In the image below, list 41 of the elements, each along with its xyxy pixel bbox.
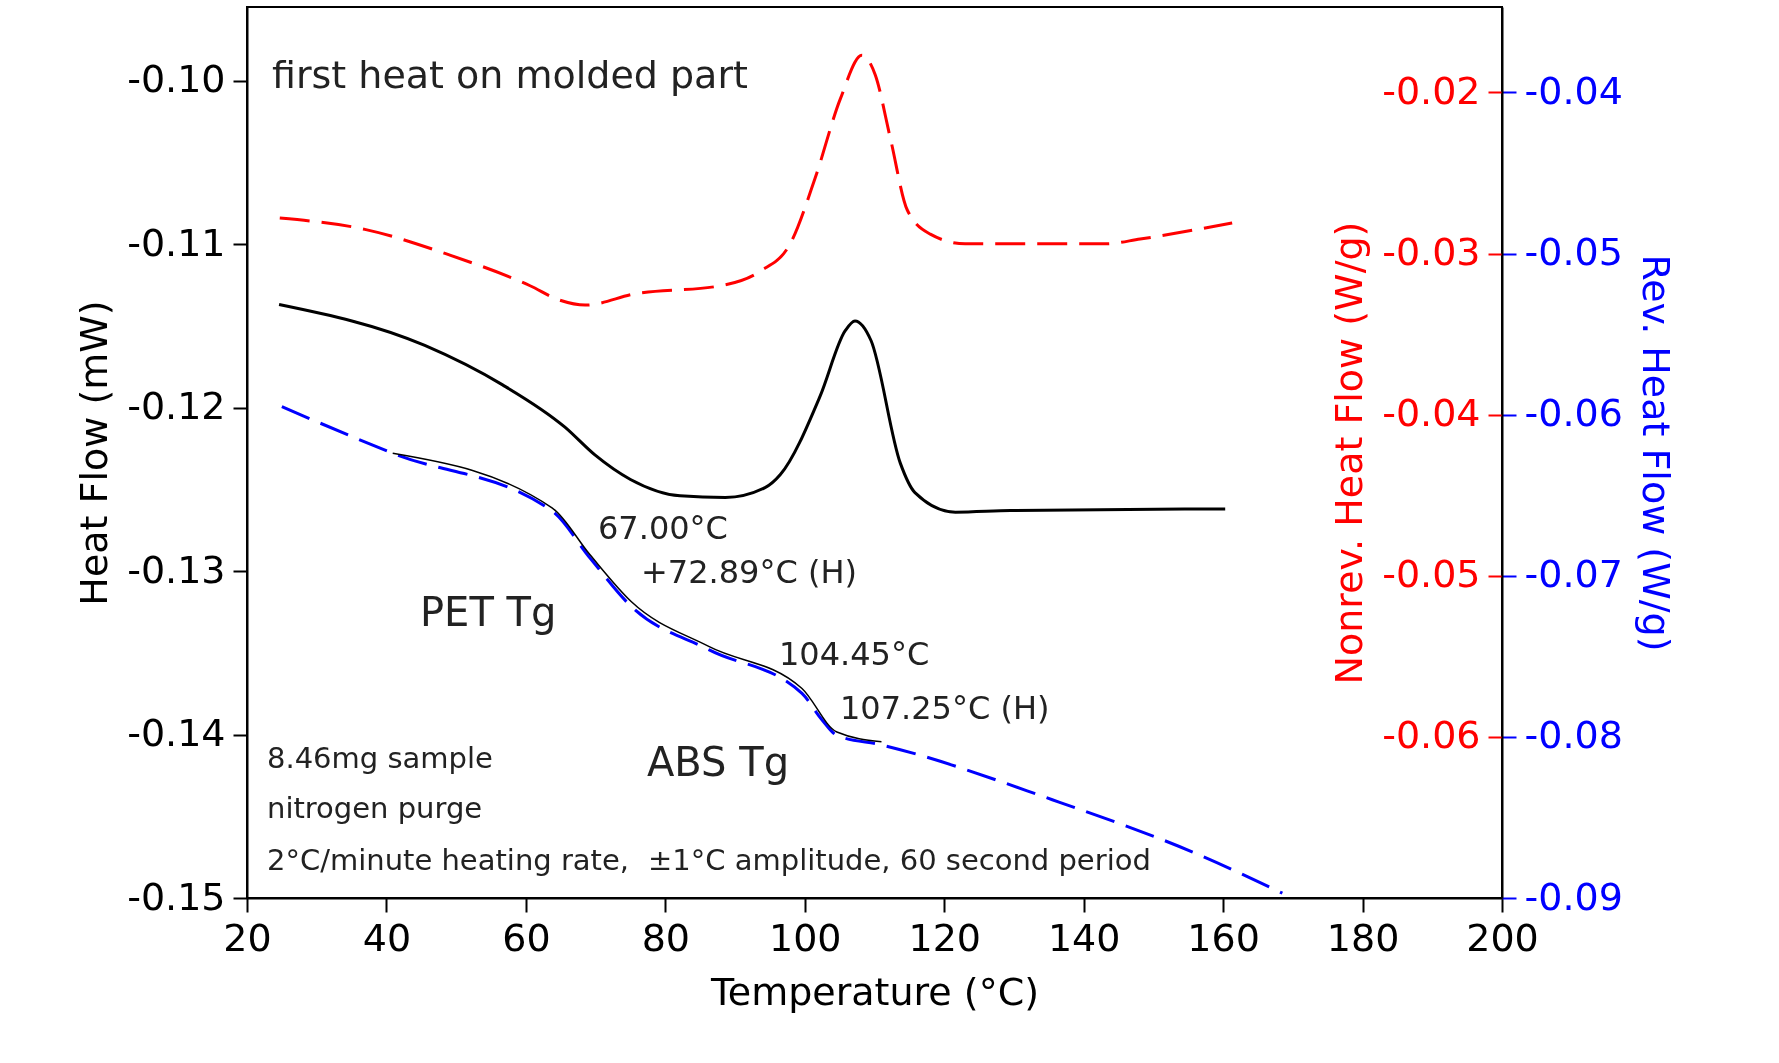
y3-tick-label: -0.06 bbox=[1524, 391, 1623, 436]
x-tick-label: 60 bbox=[502, 915, 551, 960]
x-tick-label: 120 bbox=[908, 915, 981, 960]
y2-tick-label: -0.03 bbox=[1382, 230, 1481, 275]
annotation: +72.89°C (H) bbox=[641, 553, 857, 591]
y3-axis-title: Rev. Heat Flow (W/g) bbox=[1633, 254, 1678, 652]
line-series bbox=[277, 303, 1227, 514]
y3-tick-label: -0.04 bbox=[1524, 68, 1623, 113]
y-tick-label: -0.11 bbox=[127, 220, 226, 265]
x-tick-label: 100 bbox=[769, 915, 842, 960]
y2-tick-label: -0.02 bbox=[1382, 68, 1481, 113]
y3-tick-label: -0.05 bbox=[1524, 230, 1623, 275]
x-tick-label: 80 bbox=[641, 915, 691, 960]
annotation: ABS Tg bbox=[647, 739, 790, 785]
y2-tick-label: -0.04 bbox=[1382, 391, 1481, 436]
x-axis-title: Temperature (°C) bbox=[710, 969, 1039, 1014]
x-tick-label: 180 bbox=[1326, 915, 1400, 960]
annotation: PET Tg bbox=[420, 589, 557, 635]
y-tick-label: -0.14 bbox=[127, 711, 226, 756]
y-tick-label: -0.12 bbox=[127, 384, 226, 429]
x-tick-label: 40 bbox=[362, 915, 412, 960]
annotation: 8.46mg sample bbox=[267, 741, 493, 775]
x-tick-label: 20 bbox=[223, 915, 272, 960]
y2-tick-label: -0.05 bbox=[1382, 552, 1481, 597]
annotation: nitrogen purge bbox=[267, 791, 483, 825]
y-tick-label: -0.10 bbox=[127, 57, 226, 102]
annotation: 2°C/minute heating rate, bbox=[267, 843, 630, 877]
annotation: 107.25°C (H) bbox=[840, 689, 1050, 727]
annotation: ±1°C amplitude, 60 second period bbox=[648, 843, 1151, 877]
annotation: first heat on molded part bbox=[272, 53, 748, 97]
y-tick-label: -0.15 bbox=[127, 874, 226, 919]
y3-tick-label: -0.08 bbox=[1524, 713, 1623, 758]
y3-tick-label: -0.07 bbox=[1524, 552, 1623, 597]
annotation: 67.00°C bbox=[598, 509, 728, 547]
x-tick-label: 140 bbox=[1047, 915, 1121, 960]
x-tick-label: 160 bbox=[1187, 915, 1260, 960]
annotation: 104.45°C bbox=[779, 635, 930, 673]
y2-axis-title: Nonrev. Heat Flow (W/g) bbox=[1327, 221, 1372, 685]
y2-tick-label: -0.06 bbox=[1382, 713, 1481, 758]
y-tick-label: -0.13 bbox=[127, 547, 226, 592]
y-axis-title: Heat Flow (mW) bbox=[72, 300, 117, 606]
